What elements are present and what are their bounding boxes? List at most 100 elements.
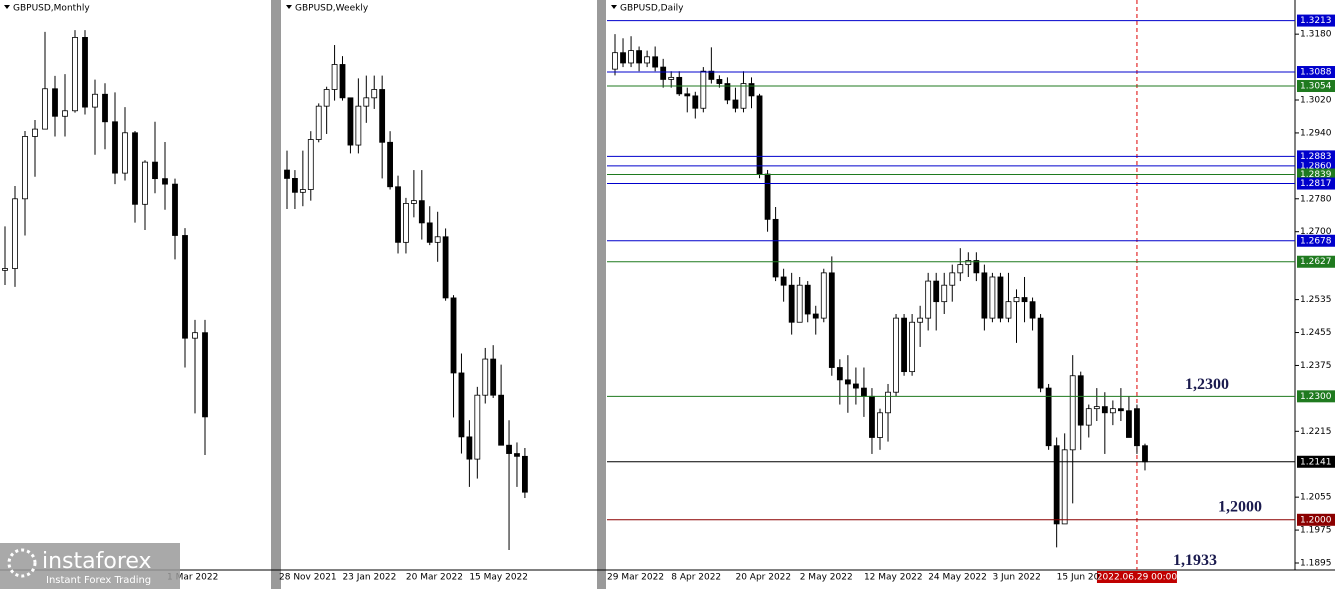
candle-body [1021, 297, 1028, 303]
candle-body [339, 64, 346, 99]
x-tick-label: 3 Jun 2022 [992, 573, 1040, 583]
candle-body [612, 52, 618, 70]
candle-body [42, 88, 48, 130]
candle-body [192, 332, 198, 339]
chart-title: GBPUSD,Daily [620, 4, 684, 14]
candle-body [628, 50, 634, 64]
y-tick-label: 1.2455 [1300, 328, 1332, 338]
candle-body [901, 317, 907, 373]
separator [597, 0, 606, 589]
candle-body [122, 132, 128, 174]
candle-body [836, 367, 843, 381]
candle-body [363, 97, 370, 107]
candle-body [132, 132, 138, 205]
candle-body [780, 276, 787, 286]
candle-body [426, 222, 433, 243]
candle-body [1069, 375, 1076, 451]
candle-body [764, 173, 771, 220]
candle-body [684, 93, 691, 97]
candle-body [989, 276, 996, 319]
level-label-box [1297, 80, 1335, 93]
candle-body [933, 280, 940, 303]
candle-body [152, 161, 158, 180]
candle-body [498, 394, 505, 446]
candle-body [522, 455, 528, 493]
candle-body [1005, 301, 1012, 319]
candle-body [893, 317, 899, 393]
candle-body [387, 141, 393, 188]
candle-body [434, 236, 441, 243]
candle-body [202, 332, 208, 418]
candle-body [997, 276, 1004, 319]
candle-body [506, 444, 512, 454]
candle-body [756, 95, 763, 175]
level-label: 1.2141 [1300, 457, 1332, 467]
level-label-box [1297, 150, 1335, 163]
level-label: 1.2300 [1300, 392, 1332, 402]
level-label: 1.2839 [1300, 170, 1332, 180]
x-tick-label: 2 May 2022 [800, 573, 853, 583]
level-label: 1.2860 [1300, 161, 1332, 171]
annotation: 1,2000 [1218, 498, 1262, 515]
plot [612, 0, 1148, 570]
candle-body [1061, 449, 1068, 525]
candle-body [917, 317, 924, 323]
candle-body [644, 56, 651, 64]
x-tick-label: 24 May 2022 [928, 573, 987, 583]
candle-body [668, 76, 675, 80]
candle-body [812, 313, 819, 319]
x-tick-label: 1 Mar 2022 [167, 573, 218, 583]
candle-body [861, 387, 867, 397]
candle-body [142, 161, 148, 205]
x-tick-label: 15 Jun 20 [1057, 573, 1100, 583]
x-tick-label: 12 May 2022 [864, 573, 923, 583]
candle-body [740, 83, 747, 109]
y-tick-label: 1.2055 [1300, 493, 1332, 503]
candle-body [1029, 301, 1036, 319]
candle-body [403, 203, 409, 243]
candle-body [379, 89, 386, 143]
candle-body [941, 284, 948, 303]
candle-body [981, 272, 988, 319]
y-tick-label: 1.2700 [1300, 227, 1332, 237]
level-label-box [1297, 168, 1335, 181]
candle-body [796, 284, 803, 323]
y-tick-label: 1.1975 [1300, 526, 1332, 536]
candle-body [1077, 375, 1084, 426]
level-label: 1.3088 [1300, 68, 1332, 78]
x-tick-label: 20 Apr 2022 [735, 573, 791, 583]
candle-body [315, 105, 322, 140]
candle-body [1093, 406, 1100, 410]
candle-body [804, 284, 811, 315]
candle-body [490, 358, 497, 396]
candle-body [514, 453, 520, 457]
candle-body [1101, 406, 1108, 414]
candle-body [292, 178, 298, 193]
y-tick-label: 1.2535 [1300, 295, 1332, 305]
candle-body [182, 235, 188, 339]
candle-body [949, 272, 956, 286]
x-tick-label: 20 Mar 2022 [406, 573, 463, 583]
candle-body [299, 189, 306, 193]
candle-body [371, 89, 378, 99]
candle-body [708, 70, 715, 80]
candle-body [307, 139, 314, 190]
candle-body [652, 56, 659, 68]
cursor-date: 2022.06.29 00:00 [1097, 573, 1178, 583]
separator [271, 0, 281, 589]
level-label-box [1297, 14, 1335, 27]
y-tick-label: 1.2940 [1300, 128, 1332, 138]
x-tick-label: 23 Jan 2022 [342, 573, 396, 583]
candle-body [72, 37, 78, 112]
candle-body [853, 383, 859, 389]
candle-body [1142, 445, 1148, 463]
level-label: 1.2000 [1300, 515, 1332, 525]
candle-body [732, 99, 739, 109]
x-tick-label: 29 Mar 2022 [607, 573, 664, 583]
level-label: 1.3213 [1300, 16, 1332, 26]
chart-title: GBPUSD,Monthly [13, 4, 90, 14]
candle-body [2, 268, 8, 271]
level-label: 1.2817 [1300, 179, 1332, 189]
